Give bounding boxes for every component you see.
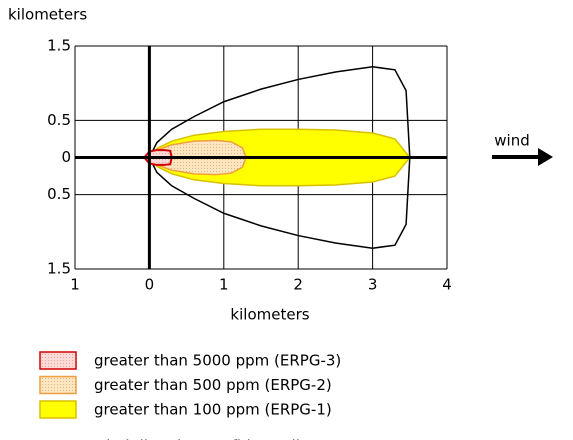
y-axis-label: kilometers bbox=[8, 6, 87, 24]
x-tick-label: 0 bbox=[145, 276, 155, 294]
x-tick-label: 1 bbox=[219, 276, 229, 294]
x-tick-label: 1 bbox=[70, 276, 80, 294]
y-tick-label: 0.5 bbox=[47, 111, 71, 129]
legend-texture bbox=[40, 376, 76, 394]
y-tick-label: 1.5 bbox=[47, 37, 71, 55]
wind-arrow bbox=[492, 148, 553, 166]
y-tick-label: 1.5 bbox=[47, 260, 71, 278]
wind-label: wind bbox=[494, 132, 529, 150]
x-axis-label: kilometers bbox=[230, 306, 309, 324]
legend-label: greater than 5000 ppm (ERPG-3) bbox=[94, 352, 341, 370]
x-tick-label: 2 bbox=[293, 276, 303, 294]
legend-label: greater than 500 ppm (ERPG-2) bbox=[94, 376, 332, 394]
y-tick-label: 0 bbox=[61, 148, 71, 166]
x-tick-label: 3 bbox=[368, 276, 378, 294]
x-tick-label: 4 bbox=[442, 276, 452, 294]
legend-label: wind direction confidence lines bbox=[94, 437, 327, 440]
y-tick-label: 0.5 bbox=[47, 185, 71, 203]
legend-texture bbox=[40, 352, 76, 369]
legend-swatch bbox=[39, 400, 77, 419]
legend-label: greater than 100 ppm (ERPG-1) bbox=[94, 401, 332, 419]
